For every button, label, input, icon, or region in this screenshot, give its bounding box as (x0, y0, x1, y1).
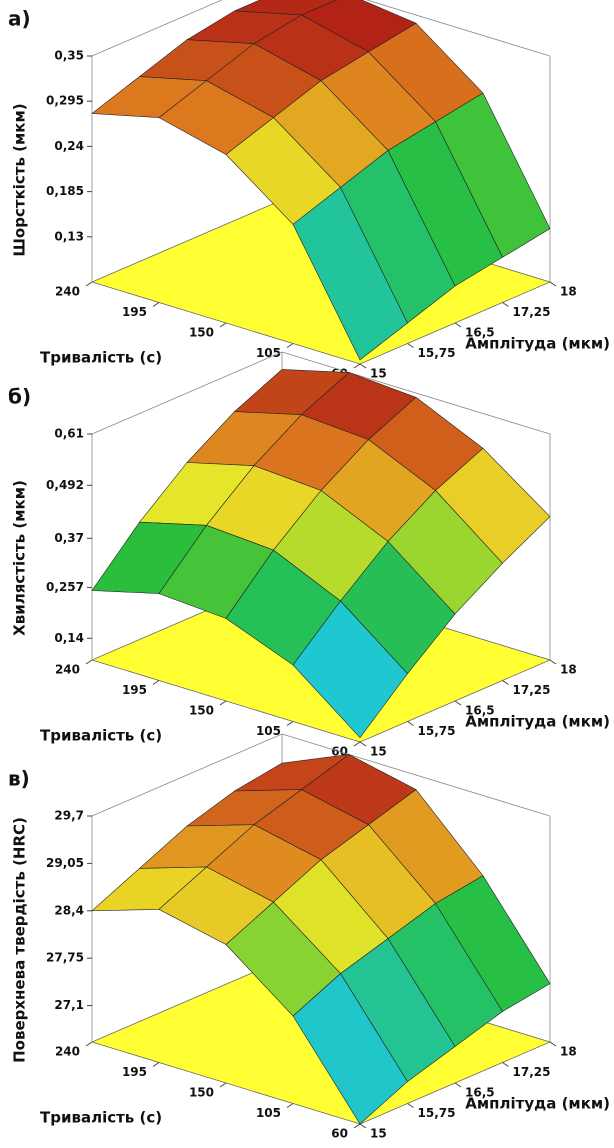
y-tick (219, 322, 227, 328)
y-tick (152, 680, 160, 685)
x-tick-label: 15 (370, 367, 387, 381)
x-tick (454, 1082, 462, 1088)
x-tick-label: 16,5 (465, 326, 495, 340)
x-tick (359, 1123, 367, 1129)
x-axis-title: Амплітуда (мкм) (465, 713, 610, 731)
x-tick-label: 15 (370, 745, 387, 759)
box-edge (91, 733, 283, 817)
x-tick (502, 680, 509, 685)
z-tick-label: 0,492 (46, 478, 84, 492)
x-tick-label: 15,75 (418, 724, 456, 738)
z-tick-label: 0,295 (46, 94, 84, 108)
y-axis-title: Тривалість (с) (40, 349, 162, 367)
x-tick-label: 15 (370, 1127, 387, 1141)
x-tick-label: 16,5 (465, 704, 495, 718)
z-axis-title: Шорсткість (мкм) (11, 103, 29, 256)
y-tick (85, 281, 93, 287)
panel-label: а) (8, 7, 31, 31)
x-tick-label: 18 (560, 663, 577, 677)
box-edge (365, 0, 551, 57)
z-axis-title: Хвилястість (мкм) (11, 480, 29, 636)
y-tick (286, 721, 294, 726)
x-tick (407, 343, 414, 348)
z-tick-label: 29,7 (54, 809, 84, 823)
z-tick-label: 0,13 (54, 229, 84, 243)
y-tick-label: 60 (331, 1127, 348, 1141)
x-tick-label: 15,75 (418, 1106, 456, 1120)
z-tick-label: 0,257 (46, 580, 84, 594)
box-edge (91, 351, 283, 435)
y-tick (85, 1041, 93, 1047)
y-tick (353, 741, 361, 747)
surface-patch (292, 600, 408, 739)
z-tick-label: 29,05 (46, 856, 84, 870)
y-tick (286, 1103, 294, 1108)
y-tick-label: 150 (189, 326, 214, 340)
x-tick-label: 17,25 (513, 1065, 551, 1079)
y-tick-label: 240 (55, 663, 80, 677)
y-axis-title: Тривалість (с) (40, 1109, 162, 1127)
y-tick-label: 150 (189, 704, 214, 718)
z-tick-label: 0,61 (54, 427, 84, 441)
x-tick-label: 17,25 (513, 683, 551, 697)
y-tick (286, 343, 294, 348)
x-tick (407, 1103, 414, 1108)
z-tick-label: 0,35 (54, 49, 84, 63)
x-tick (549, 659, 557, 665)
x-axis-title: Амплітуда (мкм) (465, 1095, 610, 1113)
y-tick-label: 105 (256, 346, 281, 360)
x-tick (454, 700, 462, 706)
surface-patch (292, 973, 408, 1125)
z-tick-label: 28,4 (54, 903, 84, 917)
y-tick (152, 302, 160, 307)
x-tick (407, 721, 414, 726)
x-tick-label: 17,25 (513, 305, 551, 319)
y-tick (353, 363, 361, 369)
x-tick (454, 322, 462, 328)
x-tick (359, 363, 367, 369)
box-edge (281, 351, 551, 435)
y-tick-label: 150 (189, 1086, 214, 1100)
z-axis-title: Поверхнева твердість (HRC) (11, 817, 29, 1063)
x-tick-label: 18 (560, 285, 577, 299)
y-tick-label: 105 (256, 724, 281, 738)
panel-label: в) (8, 767, 30, 791)
x-tick (549, 281, 557, 287)
surface-patch (292, 186, 408, 361)
x-tick (359, 741, 367, 747)
z-tick-label: 0,185 (46, 184, 84, 198)
box-edge (281, 733, 551, 817)
y-tick-label: 195 (122, 1065, 147, 1079)
x-axis-title: Амплітуда (мкм) (465, 335, 610, 353)
y-tick (85, 659, 93, 665)
x-tick (549, 1041, 557, 1047)
x-tick-label: 18 (560, 1045, 577, 1059)
y-tick-label: 240 (55, 1045, 80, 1059)
z-tick-label: 27,75 (46, 951, 84, 965)
x-tick (502, 302, 509, 307)
z-tick-label: 0,37 (54, 531, 84, 545)
y-tick (353, 1123, 361, 1129)
box-edge (91, 0, 223, 57)
y-tick-label: 195 (122, 683, 147, 697)
x-tick-label: 15,75 (418, 346, 456, 360)
z-tick-label: 27,1 (54, 998, 84, 1012)
y-tick (152, 1062, 160, 1067)
panel-label: б) (8, 385, 31, 409)
y-tick (219, 1082, 227, 1088)
x-tick-label: 16,5 (465, 1086, 495, 1100)
y-tick-label: 105 (256, 1106, 281, 1120)
y-axis-title: Тривалість (с) (40, 727, 162, 745)
y-tick-label: 195 (122, 305, 147, 319)
z-tick-label: 0,24 (54, 139, 84, 153)
z-tick-label: 0,14 (54, 631, 84, 645)
y-tick-label: 240 (55, 285, 80, 299)
x-tick (502, 1062, 509, 1067)
y-tick (219, 700, 227, 706)
